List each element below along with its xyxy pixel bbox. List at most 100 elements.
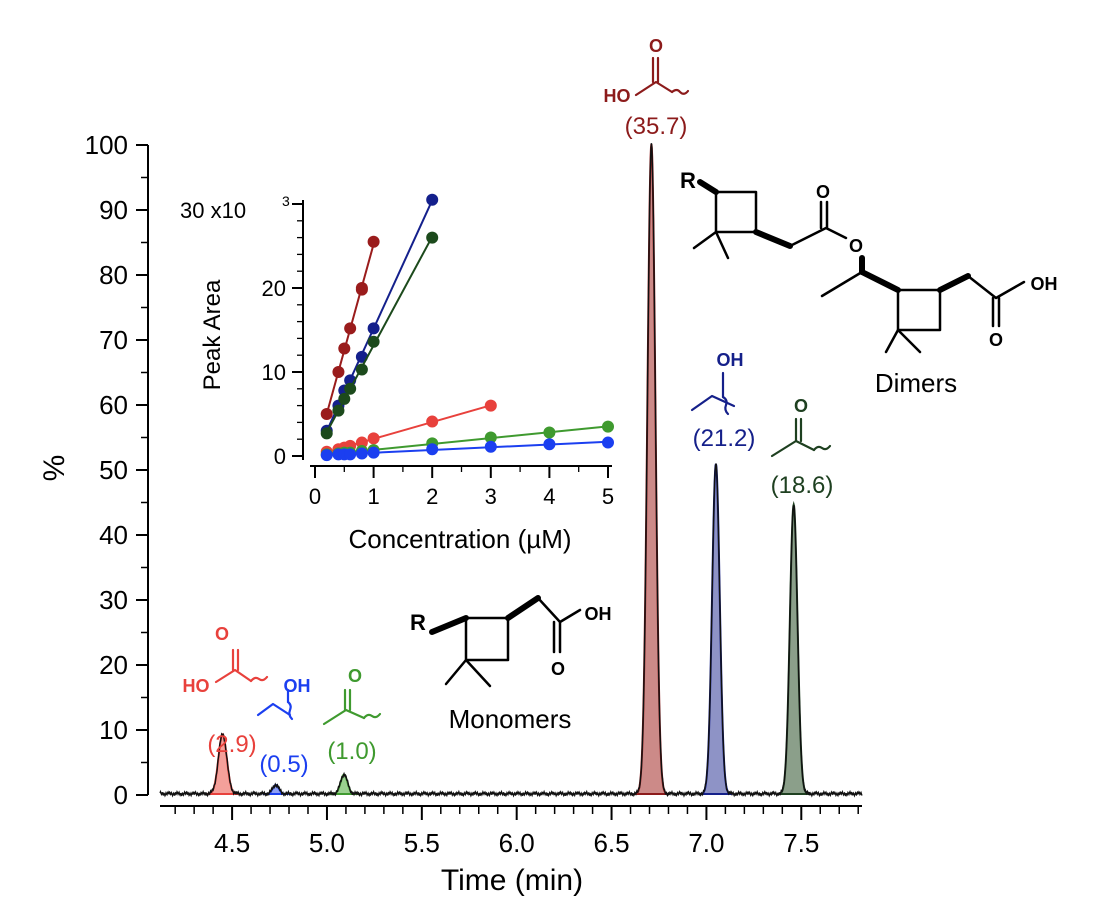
dimer-ketone-point xyxy=(367,335,380,348)
structure-icons: O HO OH O O HO OH xyxy=(183,36,832,726)
y-tick-label: 10 xyxy=(99,715,128,745)
dimer-structure: R O O OH O Dimers xyxy=(680,168,1057,398)
dimers-label: Dimers xyxy=(875,368,957,398)
peak-labels: (2.9)(0.5) (1.0) (35.7) (21.2) (18.6) xyxy=(207,113,833,778)
monomer-acid-structure-icon: O HO xyxy=(183,624,269,696)
inset-x-tick-label: 5 xyxy=(602,484,614,509)
monomer-r-group-label: R xyxy=(410,610,426,635)
dimer-acid-structure-icon: O HO xyxy=(604,36,690,106)
x-tick-label: 4.5 xyxy=(214,828,250,858)
monomer-alcohol-point xyxy=(484,440,497,453)
dimer-ketone-structure-icon: O xyxy=(770,396,832,458)
monomer-o-label: O xyxy=(551,659,565,679)
inset-x-axis-label: Concentration (µM) xyxy=(348,524,571,554)
monomer-ketone-peak xyxy=(329,773,359,796)
monomer-ketone-point xyxy=(602,420,614,433)
monomer-ketone-peak-label: (1.0) xyxy=(327,738,376,765)
inset-y-tick-label: 10 xyxy=(262,360,286,385)
x-tick-label: 6.0 xyxy=(499,828,535,858)
dimer-acid-peak xyxy=(634,143,669,796)
inset-x-tick-label: 3 xyxy=(485,484,497,509)
dimer-alcohol-point xyxy=(367,322,380,335)
dimer-acid-point xyxy=(355,282,368,294)
dimer-ketone-calibration-series xyxy=(320,231,439,440)
dimer-ketone-peak-label: (18.6) xyxy=(771,472,834,499)
monomer-acid-peak-label: (2.9) xyxy=(207,731,256,758)
dimer-alcohol-peak xyxy=(699,463,733,796)
monomer-ketone-o-label: O xyxy=(348,666,362,686)
inset-calibration-chart: 0 10 20 30 x10 3 Peak Area 0 1 2 3 4 5 Concentration… xyxy=(180,193,614,554)
dimer-ketone-o-label: O xyxy=(794,396,808,416)
dimer-acid-point xyxy=(332,366,345,378)
dimer-acid-point xyxy=(320,408,333,420)
monomer-alcohol-oh-label: OH xyxy=(284,676,311,696)
monomer-alcohol-point xyxy=(344,448,357,461)
dimer-alcohol-point xyxy=(426,193,439,206)
dimer-acid-o-label: O xyxy=(649,36,663,56)
x-tick-label: 6.5 xyxy=(593,828,629,858)
y-tick-label: 50 xyxy=(99,455,128,485)
dimer-acid-o2-label: O xyxy=(989,330,1003,350)
y-tick-label: 0 xyxy=(114,780,128,810)
y-tick-label: 90 xyxy=(99,195,128,225)
monomer-alcohol-structure-icon: OH xyxy=(256,676,311,721)
dimer-ketone-point xyxy=(320,427,333,440)
inset-x-tick-label: 0 xyxy=(309,484,321,509)
dimer-alcohol-oh-label: OH xyxy=(717,350,744,370)
inset-y-multiplier: 30 x10 xyxy=(180,198,246,223)
monomer-oh-label: OH xyxy=(585,604,612,624)
monomer-alcohol-point xyxy=(602,436,614,449)
main-peaks xyxy=(159,143,863,798)
inset-x-tick-label: 4 xyxy=(543,484,555,509)
monomer-acid-point xyxy=(355,436,368,449)
dimer-r-group-label: R xyxy=(680,168,696,193)
y-tick-label: 30 xyxy=(99,585,128,615)
dimer-oh-label: OH xyxy=(1031,274,1058,294)
dimer-ketone-point xyxy=(338,392,351,405)
x-tick-label: 7.0 xyxy=(688,828,724,858)
monomer-ketone-point xyxy=(484,431,497,444)
dimer-alcohol-peak-label: (21.2) xyxy=(693,425,756,452)
monomer-alcohol-point xyxy=(367,446,380,459)
chromatogram-trace xyxy=(159,143,863,798)
y-axis-label: % xyxy=(38,455,71,482)
monomer-ketone-point xyxy=(543,426,556,439)
inset-y-axis-label: Peak Area xyxy=(199,279,226,390)
inset-y-tick-label: 20 xyxy=(262,276,286,301)
dimer-ketone-point xyxy=(332,404,345,417)
monomer-alcohol-point xyxy=(426,443,439,456)
monomer-acid-o-label: O xyxy=(215,624,229,644)
dimer-alcohol-structure-icon: OH xyxy=(690,350,744,416)
monomer-acid-ho-label: HO xyxy=(183,676,210,696)
dimer-ketone-point xyxy=(426,231,439,244)
monomers-label: Monomers xyxy=(449,704,572,734)
x-axis-label: Time (min) xyxy=(441,864,583,897)
dimer-acid-peak-label: (35.7) xyxy=(625,113,688,140)
dimer-acid-ho-label: HO xyxy=(604,86,631,106)
x-tick-label: 7.5 xyxy=(783,828,819,858)
dimer-acid-calibration-series xyxy=(320,235,380,420)
monomer-alcohol-point xyxy=(320,449,333,462)
inset-y-multiplier-exponent: 3 xyxy=(282,193,290,209)
dimer-acid-point xyxy=(344,322,357,335)
y-tick-label: 60 xyxy=(99,390,128,420)
dimer-ether-o-label: O xyxy=(849,236,863,256)
inset-y-tick-label: 0 xyxy=(274,444,286,469)
y-tick-label: 100 xyxy=(85,130,128,160)
monomer-acid-point xyxy=(367,432,380,445)
dimer-alcohol-calibration-series xyxy=(320,193,439,437)
dimer-ketone-point xyxy=(355,363,368,376)
inset-x-tick-label: 1 xyxy=(367,484,379,509)
dimer-acid-point xyxy=(367,235,380,248)
y-tick-label: 20 xyxy=(99,650,128,680)
monomer-alcohol-calibration-series xyxy=(320,436,614,462)
dimer-acid-point xyxy=(338,342,351,355)
monomer-alcohol-point xyxy=(355,447,368,460)
x-tick-label: 5.5 xyxy=(404,828,440,858)
inset-x-tick-label: 2 xyxy=(426,484,438,509)
dimer-ketone-point xyxy=(344,382,357,395)
monomer-alcohol-peak-label: (0.5) xyxy=(259,751,308,778)
monomer-acid-point xyxy=(426,415,439,428)
